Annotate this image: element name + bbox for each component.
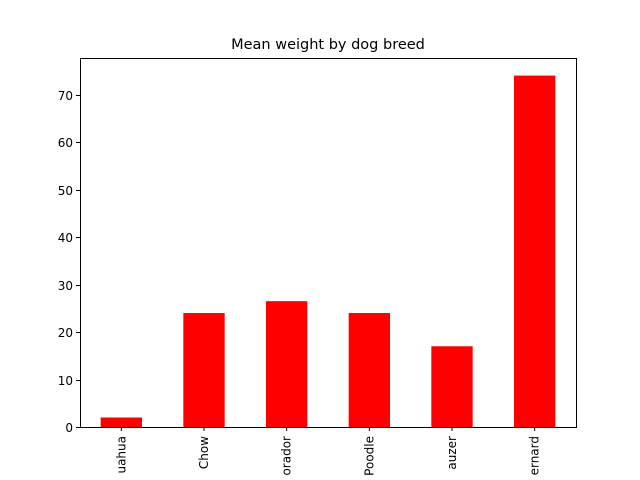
bar-uahua xyxy=(100,417,142,427)
y-tick-label: 60 xyxy=(58,136,73,150)
y-tick-label: 50 xyxy=(58,184,73,198)
bar-ernard xyxy=(514,75,556,428)
y-tick-label: 40 xyxy=(58,231,73,245)
x-tick-label: uahua xyxy=(114,436,128,474)
y-tick-label: 20 xyxy=(58,326,73,340)
chart-title: Mean weight by dog breed xyxy=(231,37,425,53)
bar-chow xyxy=(183,313,225,427)
x-tick-label: Poodle xyxy=(362,436,376,476)
bar-poodle xyxy=(348,313,390,427)
x-tick-label: Chow xyxy=(197,436,211,469)
y-tick-label: 70 xyxy=(58,89,73,103)
axes-frame xyxy=(80,58,577,428)
x-tick-label: ernard xyxy=(528,436,542,475)
bar-orador xyxy=(266,301,308,427)
y-tick-label: 10 xyxy=(58,374,73,388)
x-axis: uahua Chow orador Poodle auzer ernard xyxy=(114,427,542,476)
bar-group xyxy=(100,75,556,428)
x-tick-label: auzer xyxy=(445,436,459,470)
bar-auzer xyxy=(431,346,473,427)
y-tick-label: 0 xyxy=(65,421,73,435)
plot-area: 0 10 20 30 40 50 60 70 uahua Chow orador Poodle auz… xyxy=(58,58,577,476)
y-axis: 0 10 20 30 40 50 60 70 xyxy=(58,89,80,435)
y-tick-label: 30 xyxy=(58,279,73,293)
x-tick-label: orador xyxy=(280,436,294,476)
